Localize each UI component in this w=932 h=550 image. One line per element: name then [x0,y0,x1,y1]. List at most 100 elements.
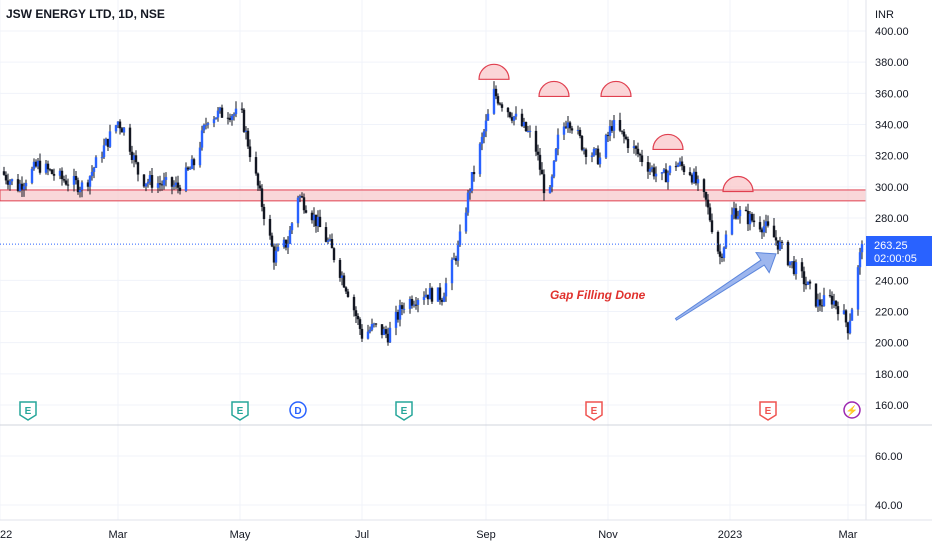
candle-down [834,300,838,310]
candle-down [664,163,668,183]
event-marker[interactable]: E [585,401,603,421]
candle-down [750,212,754,223]
candle-down [50,168,54,175]
candle-up [398,299,402,327]
event-markers: E E D E E E ⚡ [19,401,861,421]
candle-up [368,326,372,334]
candle-down [718,244,722,265]
candle-up [162,172,166,190]
candle-up [18,179,22,193]
candle-down [86,179,90,192]
candle-down [570,125,574,134]
candle-down [20,176,24,198]
candle-down [176,175,180,194]
candle-up [470,172,474,194]
candle-up [202,123,206,134]
candle-up [850,307,854,321]
candle-up [274,243,278,267]
candle-down [34,159,38,168]
candle-down [248,139,252,162]
candle-down [706,194,710,215]
candle-down [760,227,764,240]
candle-up [214,117,218,120]
candle-up [816,293,820,312]
candle-up [188,166,192,170]
candle-up [842,304,846,315]
candle-up [204,117,208,130]
candle-up [88,175,92,195]
candle-up [102,138,106,159]
candle-down [242,108,246,133]
candle-down [338,257,342,282]
event-marker[interactable]: E [19,401,37,421]
currency-label: INR [875,9,894,21]
candle-up [144,183,148,192]
candle-down [226,112,230,125]
candle-up [156,176,160,194]
event-marker[interactable]: D [289,401,307,419]
candle-down [220,104,224,118]
candle-down [268,214,272,240]
candle-down [4,171,8,185]
candle-down [808,279,812,290]
candle-down [344,286,348,295]
price-tick-label: 400.00 [875,26,909,38]
candle-up [190,155,194,170]
candle-down [330,233,334,249]
candle-up [848,313,852,335]
candle-up [594,148,598,156]
candle-down [520,108,524,128]
candle-up [234,101,238,118]
candle-down [618,112,622,133]
time-axis[interactable]: 2022 Mar May Jul Sep Nov 2023 Mar [0,529,858,541]
candle-down [646,155,650,179]
candle-up [424,288,428,298]
event-marker[interactable]: ⚡ [843,401,861,419]
candle-up [832,293,836,309]
candle-down [272,243,276,270]
candle-up [100,151,104,163]
candle-down [690,173,694,185]
candle-up [90,165,94,181]
candle-down [508,111,512,119]
candle-up [806,281,810,286]
candle-up [598,152,602,168]
candle-up [590,152,594,163]
candle-down [66,178,70,192]
candle-down [780,240,784,250]
candle-down [304,205,308,214]
candle-up [794,259,798,280]
candle-down [744,206,748,212]
candle-down [134,150,138,165]
chart-title: JSW ENERGY LTD, 1D, NSE [6,7,165,21]
candle-down [254,151,258,176]
candle-up [174,176,178,190]
candle-down [386,327,390,346]
candle-up [514,106,518,120]
candle-up [724,230,728,249]
candle-up [326,237,330,245]
event-marker[interactable]: E [395,401,413,421]
candle-down [410,295,414,309]
candle-up [858,247,862,275]
event-label: E [401,406,408,417]
candle-down [48,168,52,172]
candle-down [844,309,848,328]
candle-up [164,172,168,187]
event-marker[interactable]: E [231,401,249,421]
candle-up [648,162,652,175]
candle-down [640,149,644,167]
candle-up [484,114,488,138]
candle-up [654,166,658,183]
candle-down [498,102,502,106]
candle-up [566,116,570,133]
candle-down [352,294,356,317]
event-marker[interactable]: E [759,401,777,421]
price-axis[interactable]: 400.00 380.00 360.00 340.00 320.00 300.00 280.… [875,26,909,512]
candle-down [120,127,124,133]
candle-up [748,210,752,231]
candle-up [58,168,62,180]
candle-up [576,125,580,135]
candle-down [620,130,624,135]
